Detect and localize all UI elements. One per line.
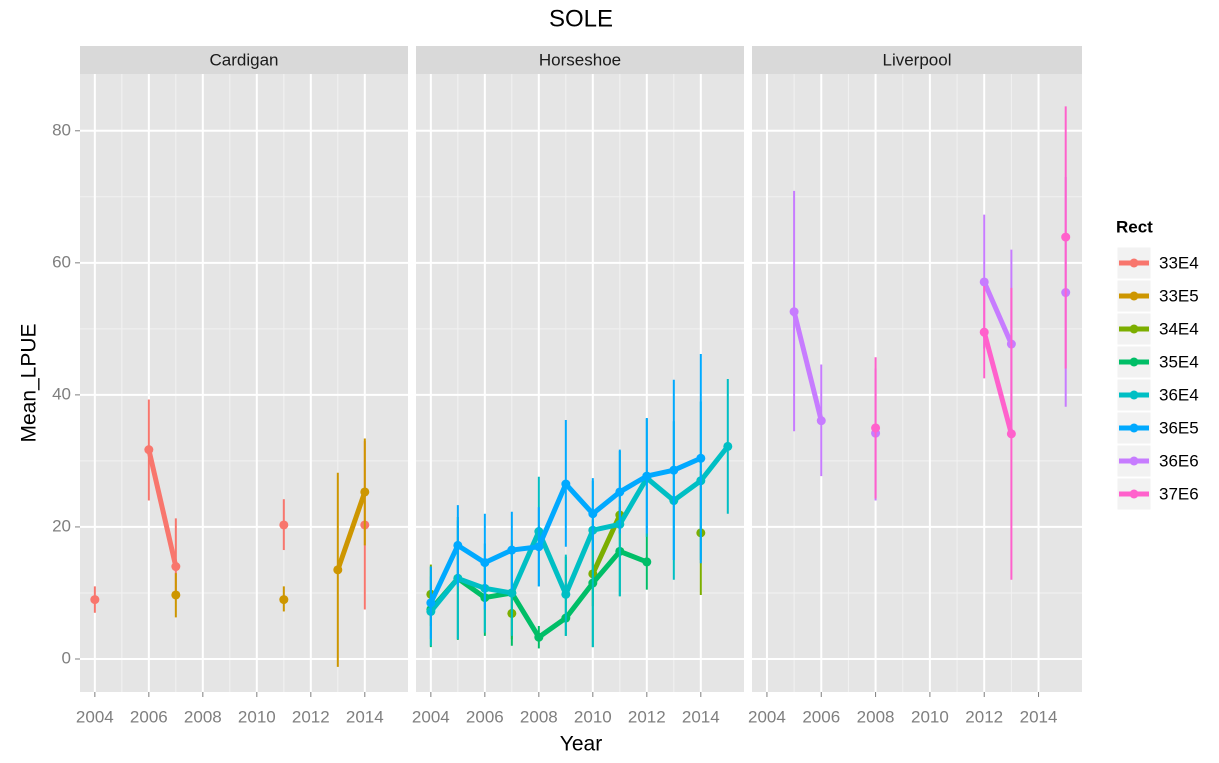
- strip-label: Horseshoe: [539, 50, 621, 69]
- y-tick-label: 60: [52, 252, 71, 271]
- point: [723, 441, 733, 451]
- point: [333, 565, 343, 575]
- strip-label: Liverpool: [883, 50, 952, 69]
- x-tick-label: 2008: [520, 707, 558, 726]
- y-tick-label: 20: [52, 516, 71, 535]
- x-tick-label: 2010: [238, 707, 276, 726]
- legend-key-point: [1129, 489, 1139, 499]
- x-tick-label: 2010: [911, 707, 949, 726]
- x-tick-label: 2008: [184, 707, 222, 726]
- legend-key-point: [1129, 291, 1139, 301]
- legend-label: 33E5: [1159, 286, 1199, 305]
- point: [90, 595, 100, 605]
- chart-title: SOLE: [549, 5, 613, 32]
- point: [534, 542, 544, 552]
- point: [171, 590, 181, 600]
- strip-label: Cardigan: [210, 50, 279, 69]
- point: [507, 588, 517, 598]
- point: [561, 479, 571, 489]
- legend-title: Rect: [1116, 217, 1153, 236]
- point: [789, 307, 799, 317]
- series-line: [335, 491, 368, 571]
- x-tick-label: 2006: [130, 707, 168, 726]
- panel-background: [80, 74, 408, 692]
- x-tick-label: 2008: [857, 707, 895, 726]
- point: [507, 545, 517, 555]
- point: [534, 632, 544, 642]
- point: [642, 471, 652, 481]
- legend-label: 34E4: [1159, 319, 1199, 338]
- x-axis-label: Year: [560, 733, 602, 756]
- x-tick-label: 2014: [682, 707, 720, 726]
- y-tick-label: 40: [52, 384, 71, 403]
- point: [642, 557, 652, 567]
- x-tick-label: 2004: [748, 707, 786, 726]
- legend-key-point: [1129, 390, 1139, 400]
- x-tick-label: 2010: [574, 707, 612, 726]
- point: [144, 445, 154, 455]
- point: [279, 595, 289, 605]
- point: [1006, 429, 1016, 439]
- legend-key-point: [1129, 456, 1139, 466]
- y-tick-label: 80: [52, 120, 71, 139]
- x-tick-label: 2012: [965, 707, 1003, 726]
- legend-key-point: [1129, 423, 1139, 433]
- point: [561, 589, 571, 599]
- legend-label: 33E4: [1159, 253, 1199, 272]
- y-tick-label: 0: [62, 648, 71, 667]
- point: [816, 416, 826, 426]
- strip: [80, 46, 408, 74]
- point: [480, 558, 490, 568]
- x-tick-label: 2006: [802, 707, 840, 726]
- point: [696, 453, 706, 463]
- strip: [752, 46, 1082, 74]
- x-tick-label: 2004: [76, 707, 114, 726]
- point: [171, 562, 181, 572]
- point: [360, 487, 370, 497]
- point: [979, 327, 989, 337]
- legend-label: 36E4: [1159, 385, 1199, 404]
- legend-key-point: [1129, 357, 1139, 367]
- x-tick-label: 2012: [628, 707, 666, 726]
- point: [588, 509, 598, 519]
- series-line: [428, 444, 730, 614]
- point: [669, 465, 679, 475]
- point: [979, 277, 989, 287]
- legend-label: 37E6: [1159, 484, 1199, 503]
- x-tick-label: 2004: [412, 707, 450, 726]
- x-tick-label: 2012: [292, 707, 330, 726]
- point: [426, 598, 436, 608]
- point: [453, 540, 463, 550]
- point: [615, 487, 625, 497]
- point: [871, 423, 881, 433]
- panel-background: [752, 74, 1082, 692]
- point: [279, 520, 289, 530]
- x-tick-label: 2014: [346, 707, 384, 726]
- y-axis-label: Mean_LPUE: [18, 323, 41, 442]
- legend-label: 36E5: [1159, 418, 1199, 437]
- legend-label: 35E4: [1159, 352, 1199, 371]
- legend-key-point: [1129, 324, 1139, 334]
- x-tick-label: 2006: [466, 707, 504, 726]
- point: [1061, 232, 1071, 242]
- strip: [416, 46, 744, 74]
- legend-label: 36E6: [1159, 451, 1199, 470]
- x-tick-label: 2014: [1020, 707, 1058, 726]
- legend-key-point: [1129, 258, 1139, 268]
